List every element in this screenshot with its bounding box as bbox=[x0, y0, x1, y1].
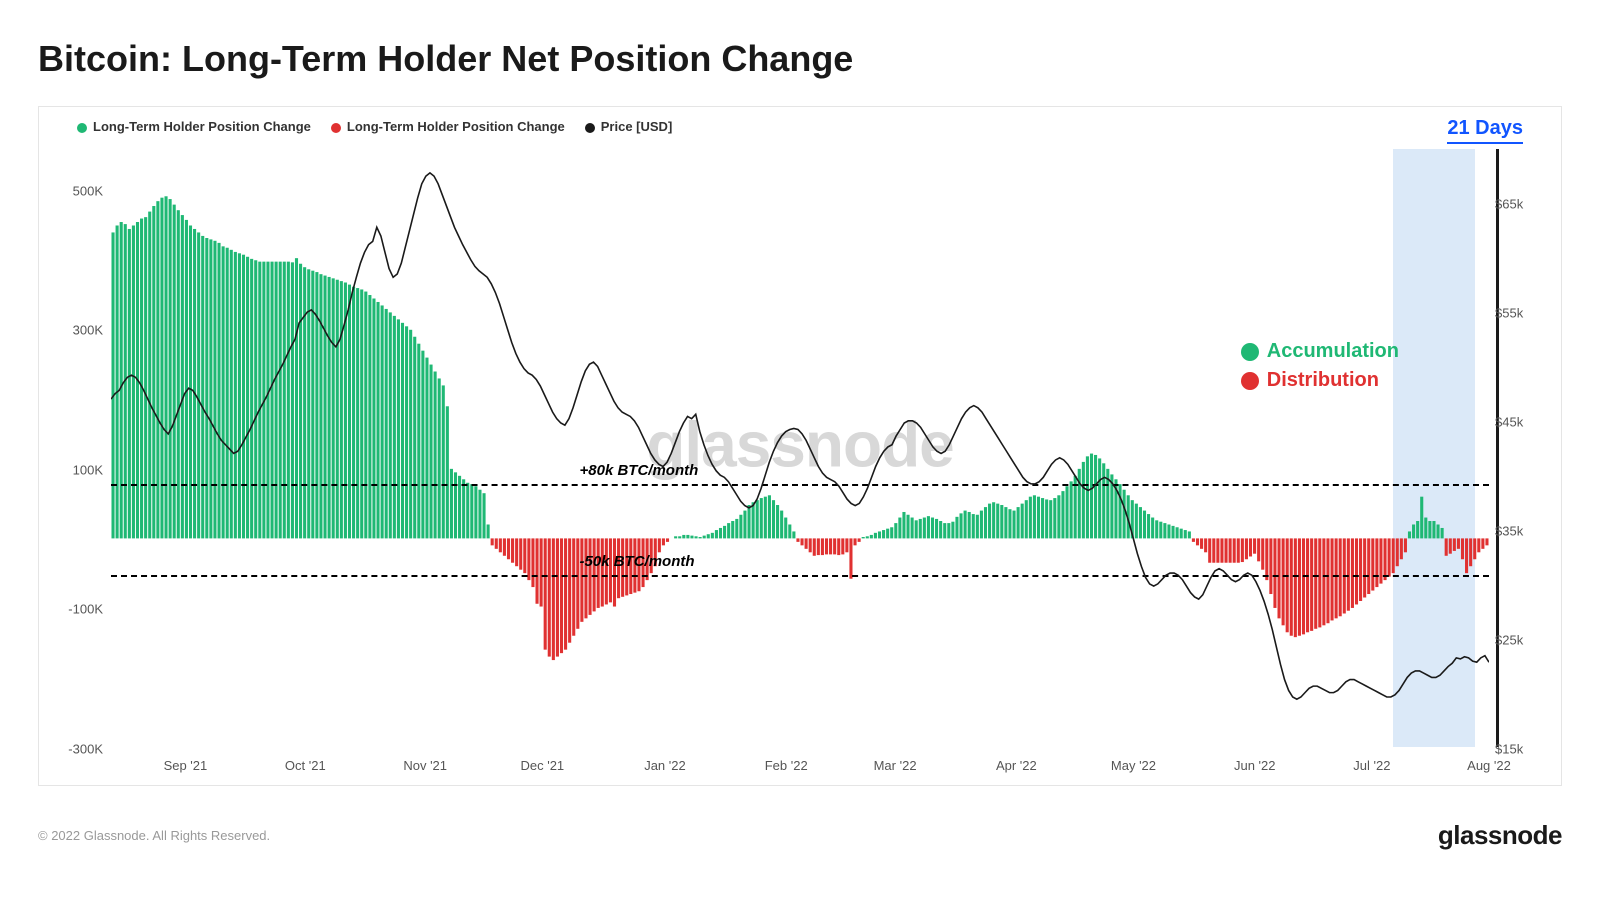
x-tick: Jul '22 bbox=[1353, 758, 1390, 773]
y-right-tick: $15k bbox=[1495, 742, 1539, 757]
distribution-label: Distribution bbox=[1267, 369, 1379, 392]
y-left-tick: 100K bbox=[53, 462, 103, 477]
x-tick: Dec '21 bbox=[520, 758, 564, 773]
y-right-tick: $65k bbox=[1495, 196, 1539, 211]
x-tick: Jun '22 bbox=[1234, 758, 1276, 773]
y-right-tick: $25k bbox=[1495, 632, 1539, 647]
y-left-tick: -300K bbox=[53, 742, 103, 757]
right-axis-bar bbox=[1496, 149, 1499, 747]
legend-item-2: Long-Term Holder Position Change bbox=[331, 119, 565, 134]
x-tick: Feb '22 bbox=[765, 758, 808, 773]
annotation-box: Accumulation Distribution bbox=[1241, 340, 1399, 392]
x-tick: Sep '21 bbox=[164, 758, 208, 773]
x-tick: Jan '22 bbox=[644, 758, 686, 773]
y-left-tick: 300K bbox=[53, 323, 103, 338]
plot-area: glassnode +80k BTC/month -50k BTC/month … bbox=[111, 149, 1489, 747]
x-tick: Aug '22 bbox=[1467, 758, 1511, 773]
y-right-tick: $45k bbox=[1495, 414, 1539, 429]
legend: Long-Term Holder Position Change Long-Te… bbox=[77, 119, 672, 134]
y-right-tick: $35k bbox=[1495, 523, 1539, 538]
x-tick: Mar '22 bbox=[874, 758, 917, 773]
x-tick: Nov '21 bbox=[403, 758, 447, 773]
highlight-label: 21 Days bbox=[1447, 117, 1523, 144]
legend-item-3: Price [USD] bbox=[585, 119, 673, 134]
copyright: © 2022 Glassnode. All Rights Reserved. bbox=[38, 828, 270, 843]
distribution-dot-icon bbox=[1241, 372, 1259, 390]
x-tick: Apr '22 bbox=[996, 758, 1037, 773]
y-left-tick: -100K bbox=[53, 602, 103, 617]
price-line-layer bbox=[111, 149, 1489, 747]
x-tick: Oct '21 bbox=[285, 758, 326, 773]
x-tick: May '22 bbox=[1111, 758, 1156, 773]
accumulation-dot-icon bbox=[1241, 343, 1259, 361]
legend-item-1: Long-Term Holder Position Change bbox=[77, 119, 311, 134]
y-right-tick: $55k bbox=[1495, 305, 1539, 320]
chart-frame: Long-Term Holder Position Change Long-Te… bbox=[38, 106, 1562, 786]
y-left-tick: 500K bbox=[53, 183, 103, 198]
chart-title: Bitcoin: Long-Term Holder Net Position C… bbox=[38, 38, 853, 80]
brand-logo: glassnode bbox=[1438, 820, 1562, 851]
accumulation-label: Accumulation bbox=[1267, 340, 1399, 363]
